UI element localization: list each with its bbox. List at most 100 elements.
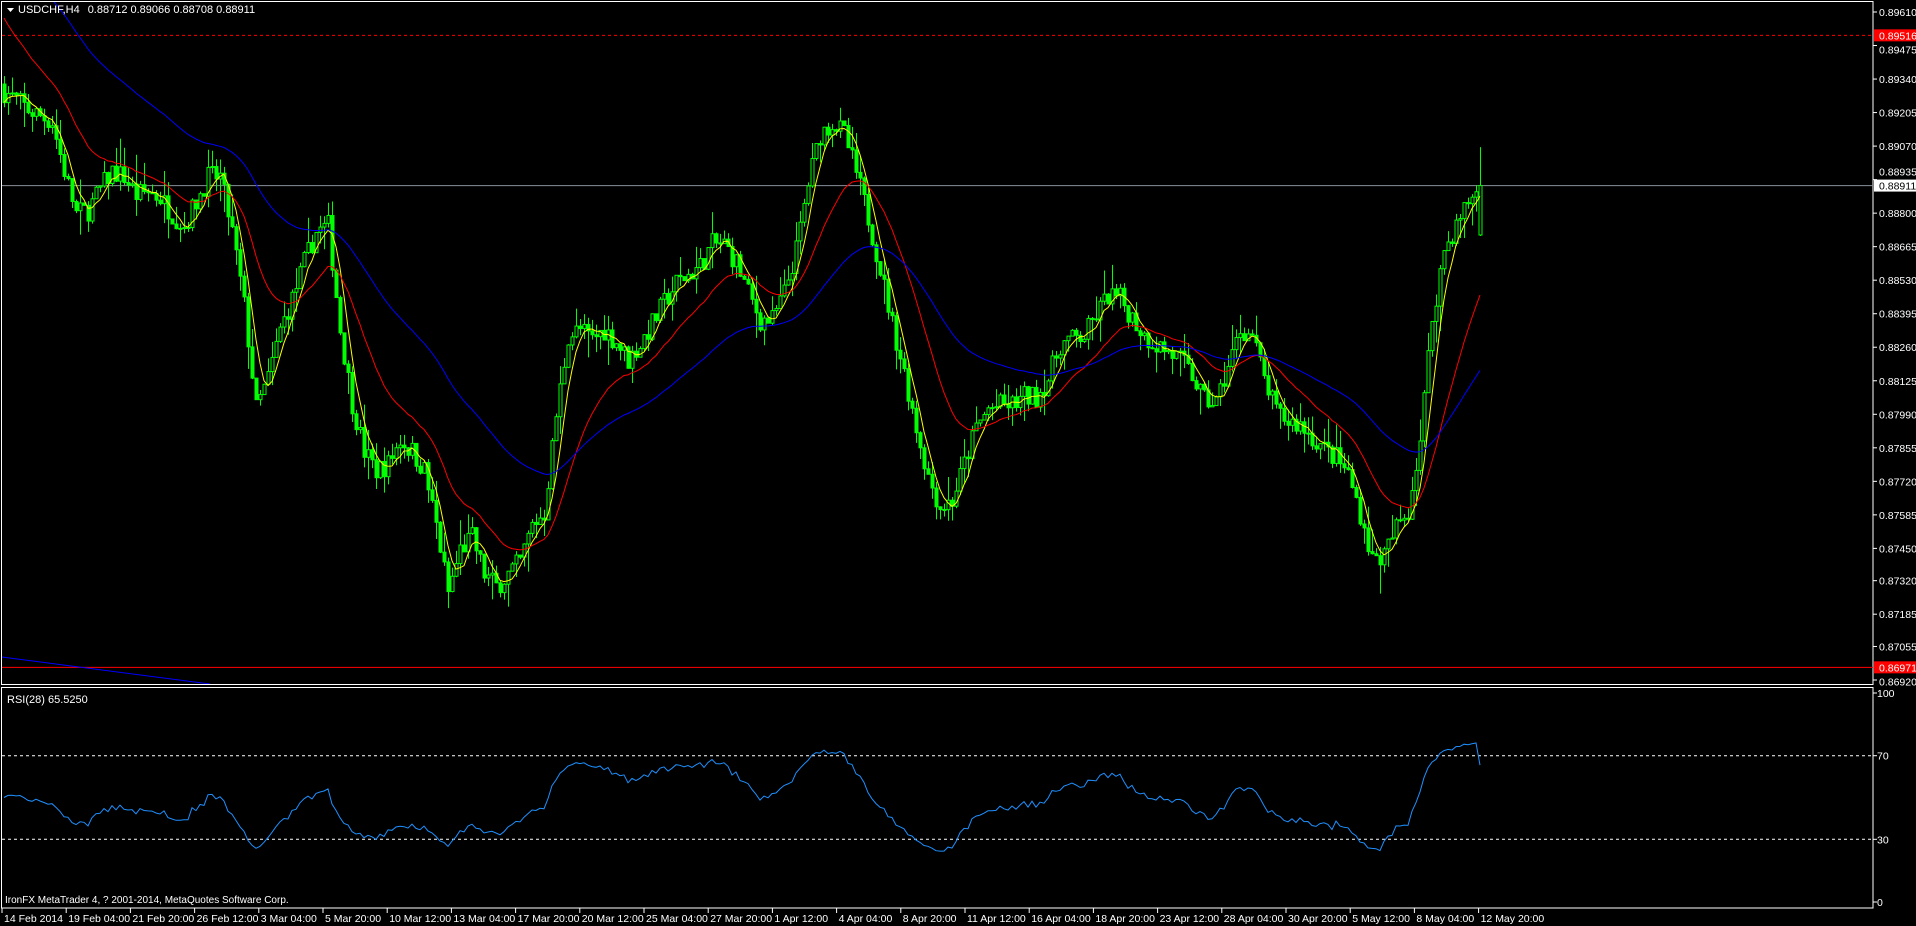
candle: [10, 77, 15, 97]
candle: [298, 262, 303, 290]
candle: [350, 366, 355, 422]
price-tick-label: 0.89070: [1879, 141, 1916, 153]
candle: [202, 193, 207, 197]
candle-body: [14, 92, 19, 96]
candle: [698, 248, 703, 272]
candle: [978, 419, 983, 427]
rsi-indicator: [2, 742, 1873, 852]
candle: [930, 461, 935, 499]
candle-body: [314, 231, 319, 254]
candle: [94, 185, 99, 200]
candle: [354, 409, 359, 436]
candle-body: [862, 177, 867, 195]
candle: [854, 132, 859, 179]
candle-body: [530, 521, 535, 534]
candle: [110, 165, 115, 187]
candle-body: [1314, 445, 1319, 450]
rsi-tick-label: 0: [1877, 897, 1883, 909]
candle: [898, 337, 903, 374]
candle: [34, 107, 39, 121]
price-axis[interactable]: 0.89610 0.89475 0.89340 0.89205 0.89070 0.889…: [1873, 7, 1916, 688]
candle: [786, 265, 791, 286]
price-level-badge: [1874, 661, 1916, 674]
candle-body: [66, 175, 71, 180]
candle: [62, 148, 67, 181]
candle: [682, 276, 687, 282]
candle-body: [1074, 329, 1079, 336]
candle-body: [886, 278, 891, 313]
candle-body: [486, 574, 491, 579]
candle: [754, 275, 759, 338]
candle-body: [302, 252, 307, 268]
candle-body: [170, 218, 175, 225]
candle-body: [1118, 287, 1123, 297]
candle: [1318, 443, 1323, 460]
candle: [102, 161, 107, 188]
candle-body: [710, 233, 715, 249]
ma-slow-line: [53, 2, 1481, 476]
candle: [1282, 397, 1287, 426]
candle-body: [646, 334, 651, 340]
candle: [626, 345, 631, 369]
time-tick-label: 14 Feb 2014: [4, 913, 63, 925]
candle-body: [698, 258, 703, 269]
candle-body: [470, 527, 475, 534]
candle: [694, 246, 699, 294]
candle-body: [202, 193, 207, 197]
time-tick-label: 28 Apr 04:00: [1224, 913, 1284, 925]
candle-body: [694, 267, 699, 280]
candle-body: [194, 199, 199, 210]
candle-body: [870, 224, 875, 246]
time-axis[interactable]: 14 Feb 2014 19 Feb 04:00 21 Feb 20:00 26 Fe…: [1, 908, 1544, 925]
candle-body: [558, 383, 563, 418]
time-tick-label: 4 Apr 04:00: [839, 913, 893, 925]
candle-body: [974, 422, 979, 432]
candle-body: [926, 468, 931, 475]
candle: [638, 346, 643, 358]
candle-body: [350, 371, 355, 415]
time-tick-label: 25 Mar 04:00: [646, 913, 708, 925]
candle-body: [842, 120, 847, 126]
candle-body: [62, 154, 67, 177]
candle: [234, 223, 239, 265]
candle: [550, 437, 555, 490]
triangle-down-icon[interactable]: [7, 8, 14, 12]
candle: [630, 345, 635, 384]
candle: [1438, 265, 1443, 332]
price-tick-label: 0.88125: [1879, 376, 1916, 388]
candle: [1058, 350, 1063, 366]
candle-body: [282, 316, 287, 328]
candle-body: [138, 184, 143, 200]
candle: [642, 334, 647, 351]
candle: [374, 443, 379, 490]
candle: [950, 497, 955, 521]
symbol-title: USDCHF,H4: [18, 4, 80, 16]
candle-body: [754, 298, 759, 314]
candle-body: [1366, 527, 1371, 553]
candle: [166, 182, 171, 239]
candle: [782, 269, 787, 298]
candle-body: [1038, 391, 1043, 408]
candle-body: [790, 272, 795, 281]
candle: [414, 442, 419, 472]
candle: [1206, 380, 1211, 409]
candle: [1018, 385, 1023, 416]
candle-body: [786, 279, 791, 286]
candle-body: [1470, 196, 1475, 205]
candle-body: [866, 193, 871, 226]
candle-body: [1030, 386, 1035, 405]
candle: [846, 117, 851, 149]
candle-body: [374, 459, 379, 479]
candle: [1022, 381, 1027, 421]
ma-medium-line: [3, 17, 1481, 551]
candle: [1042, 369, 1047, 416]
candle-body: [678, 274, 683, 278]
price-tick-label: 0.87855: [1879, 443, 1916, 455]
candle: [170, 218, 175, 225]
candle-body: [986, 407, 991, 416]
candle: [50, 116, 55, 134]
candle-body: [266, 371, 271, 385]
rsi-axis[interactable]: 100 70 30 0: [1873, 688, 1895, 909]
candle: [806, 182, 811, 206]
